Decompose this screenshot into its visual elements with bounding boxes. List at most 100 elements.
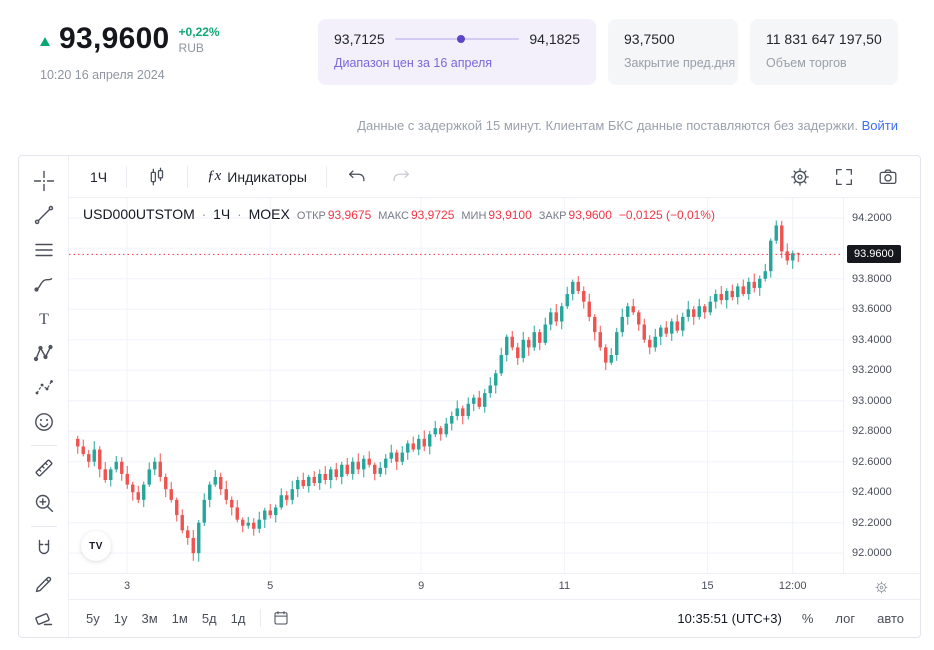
xabcd-pattern-button[interactable] [27,337,61,368]
log-scale-button[interactable]: лог [835,610,856,626]
time-scale[interactable]: 3 5 9 11 15 12:00 [69,573,843,600]
x-axis-label: 5 [267,580,274,592]
chart-settings-button[interactable] [780,160,820,194]
magnet-button[interactable] [27,534,61,565]
go-to-date-button[interactable] [269,606,293,630]
scale-settings-corner[interactable] [843,573,920,600]
price-scale[interactable]: 94.2000 93.8000 93.6000 93.4000 93.2000 93.00… [843,198,920,573]
legend-open-value: 93,9675 [327,208,372,222]
y-axis-label: 92.4000 [852,486,892,499]
draw-pencil-button[interactable] [27,568,61,599]
range-slider [394,35,520,43]
zoom-in-icon [35,494,53,512]
trend-line-icon [34,206,53,225]
y-axis-label: 92.6000 [852,455,892,468]
range-button-5d[interactable]: 5д [195,607,224,630]
chart-footer: 5у 1у 3м 1м 5д 1д 10:35:51 (UTC+3) % лог… [69,599,920,636]
forecast-button[interactable] [27,372,61,403]
pencil-icon [35,576,51,592]
chart-widget: T 1Ч ƒx Индикаторы USD000UTSTOM [18,155,921,638]
y-axis-label: 93.2000 [852,364,892,377]
fullscreen-icon [836,168,852,185]
toolbar-divider [30,525,57,527]
legend-open-label: ОТКР [296,210,326,222]
indicators-button[interactable]: ƒx Индикаторы [198,162,316,191]
volume-card: 11 831 647 197,50 Объем торгов [750,19,898,85]
y-axis-label: 92.0000 [852,547,892,560]
chart-plot[interactable]: USD000UTSTOM · 1Ч · MOEX ОТКР 93,9675 МАК… [69,198,843,573]
snapshot-button[interactable] [868,160,908,194]
range-button-3m[interactable]: 3м [134,607,164,630]
range-slider-dot [456,35,465,43]
volume-value: 11 831 647 197,50 [766,31,882,47]
undo-button[interactable] [337,160,377,194]
emoji-button[interactable] [27,406,61,437]
session-clock[interactable]: 10:35:51 (UTC+3) [677,610,782,626]
auto-scale-button[interactable]: авто [877,610,904,626]
zoom-in-button[interactable] [27,487,61,518]
currency-label: RUB [178,40,204,55]
forecast-icon [35,379,53,394]
interval-button[interactable]: 1Ч [81,163,116,191]
legend-symbol: USD000UTSTOM [83,206,195,222]
delay-notice-text: Данные с задержкой 15 минут. Клиентам БК… [357,118,858,133]
range-low-value: 93,7125 [334,31,385,47]
y-axis-label: 93.4000 [852,333,892,346]
prev-close-value: 93,7500 [624,31,675,47]
redo-button[interactable] [381,160,421,194]
delay-notice: Данные с задержкой 15 минут. Клиентам БК… [357,118,898,133]
chart-type-button[interactable] [137,160,177,194]
legend-change: −0,0125 (−0,01%) [618,208,715,222]
last-price: 93,9600 [59,22,170,55]
toolbar-separator [187,165,189,188]
range-button-1y[interactable]: 1у [107,607,135,630]
prev-close-card: 93,7500 Закрытие пред.дня [608,19,738,85]
candlestick-chart [69,198,843,573]
text-tool-button[interactable]: T [27,303,61,334]
measure-ruler-button[interactable] [27,453,61,484]
eraser-icon [34,613,52,626]
fullscreen-button[interactable] [824,160,864,194]
fib-retracement-icon [34,243,53,256]
scale-gear-icon [875,580,888,594]
brush-icon [33,278,52,292]
candles-icon [150,167,164,185]
chart-legend: USD000UTSTOM · 1Ч · MOEX ОТКР 93,9675 МАК… [83,206,715,222]
change-percent: +0,22% [178,25,220,39]
brush-button[interactable] [27,268,61,299]
legend-low-label: МИН [461,210,487,222]
chart-toolbar: 1Ч ƒx Индикаторы [69,156,920,198]
calendar-icon [274,611,288,625]
prev-close-caption: Закрытие пред.дня [624,56,736,70]
crosshair-icon [33,170,54,191]
x-axis-label: 12:00 [778,580,807,592]
last-price-block: 93,9600 +0,22% RUB [40,24,220,56]
fx-icon: ƒx [207,168,222,184]
legend-close-label: ЗАКР [538,210,567,222]
magnet-icon [38,540,49,555]
legend-low-value: 93,9100 [488,208,532,222]
range-button-5y[interactable]: 5у [79,607,107,630]
eraser-button[interactable] [27,602,61,633]
trend-line-button[interactable] [27,199,61,230]
text-tool-icon: T [39,311,49,328]
y-axis-label: 92.2000 [852,516,892,529]
toolbar-separator [126,165,128,188]
fib-retracement-button[interactable] [27,234,61,265]
legend-high-value: 93,9725 [410,208,455,222]
tradingview-logo[interactable]: TV [81,531,111,561]
price-range-card: 93,7125 94,1825 Диапазон цен за 16 апрел… [318,19,596,85]
legend-exchange: MOEX [248,206,290,222]
percent-scale-button[interactable]: % [801,610,814,626]
x-axis-label: 15 [701,580,714,592]
y-axis-label: 94.2000 [852,211,892,224]
range-button-1d[interactable]: 1д [224,607,253,630]
drawing-toolbar: T [19,156,69,637]
cursor-crosshair-button[interactable] [27,165,61,196]
range-button-1m[interactable]: 1м [165,607,195,630]
xabcd-pattern-icon [33,344,53,362]
range-caption: Диапазон цен за 16 апреля [334,56,493,70]
login-link[interactable]: Войти [861,118,898,133]
legend-high-label: МАКС [378,210,409,222]
up-arrow-icon [40,37,50,46]
